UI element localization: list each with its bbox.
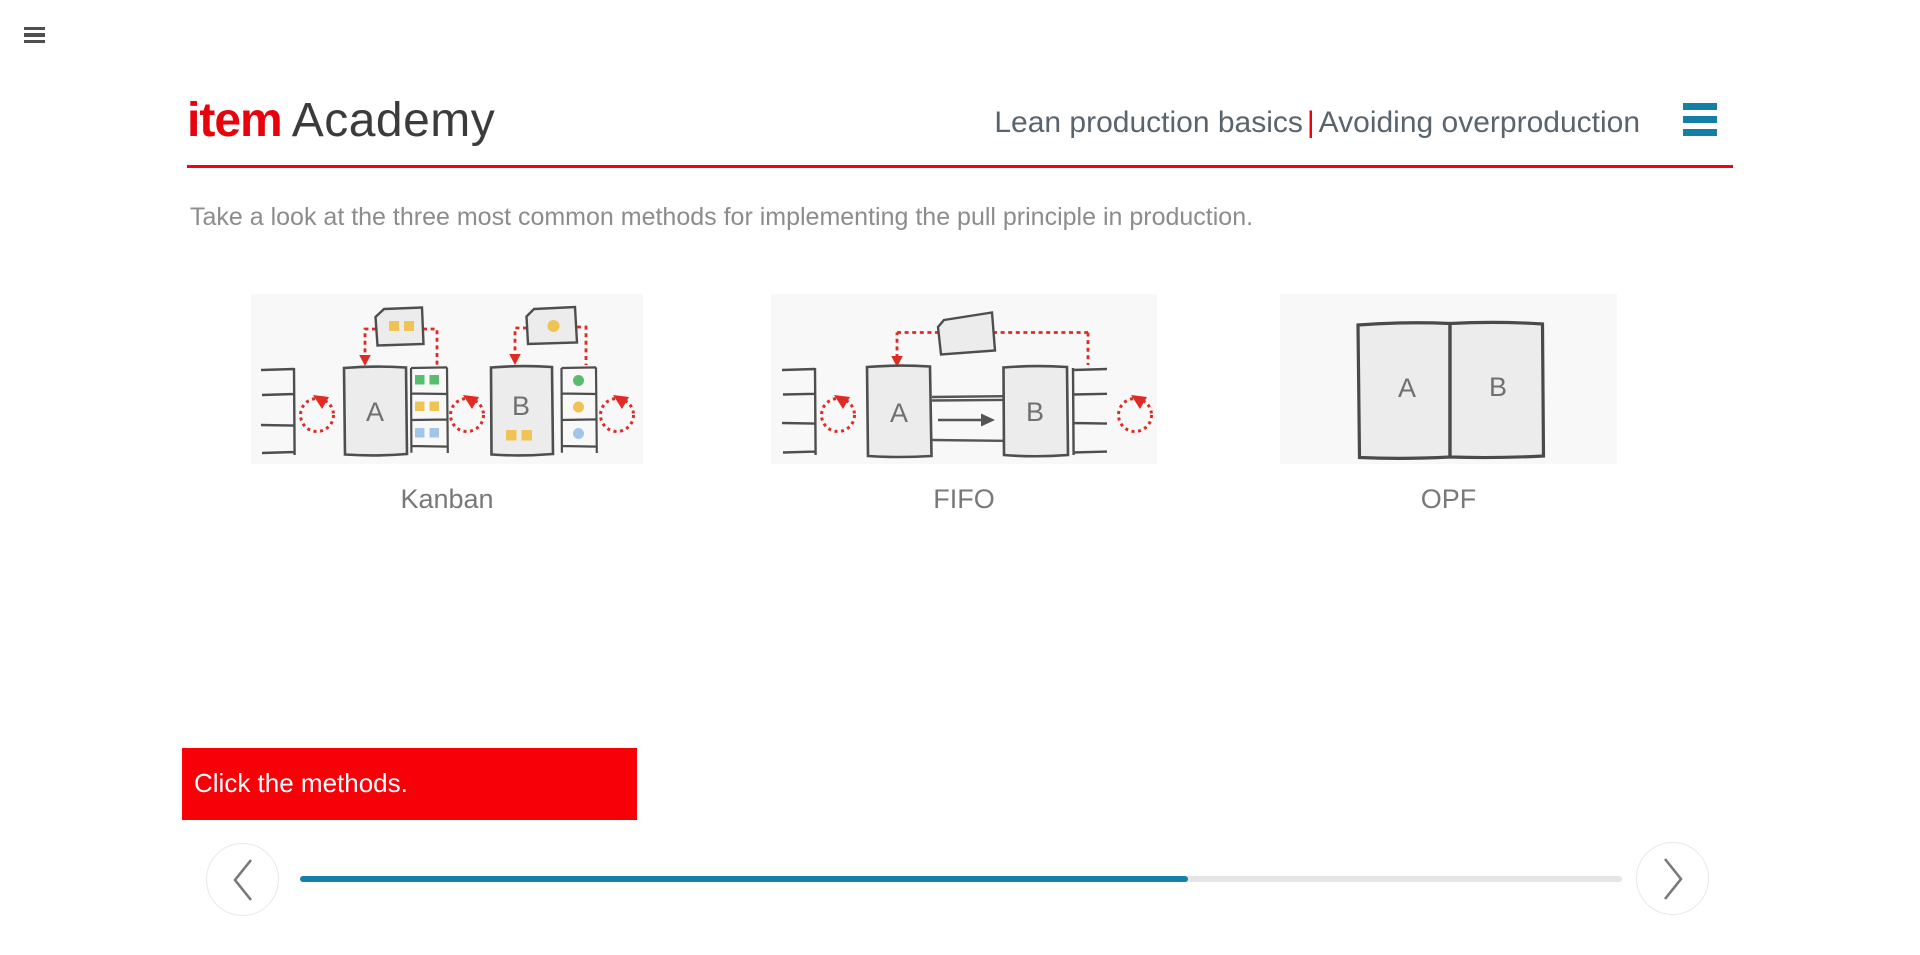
logo: item Academy [187, 97, 495, 145]
logo-suffix-text: Academy [291, 94, 496, 147]
station-a-label: A [1398, 373, 1416, 403]
chevron-left-icon [232, 858, 252, 901]
fifo-diagram[interactable]: A B [771, 294, 1157, 464]
station-a-label: A [890, 398, 908, 428]
arrow-down-icon [891, 356, 903, 367]
hamburger-bar [1683, 103, 1717, 110]
kanban-card [936, 311, 997, 356]
chevron-right-icon [1663, 857, 1683, 900]
kanban-diagram[interactable]: A B [251, 294, 643, 464]
arrow-right-icon [981, 413, 995, 427]
station-b-box [1448, 320, 1546, 460]
station-a-label: A [366, 397, 384, 427]
progress-fill [300, 876, 1189, 882]
fifo-lane [931, 395, 1004, 442]
outbound-rack [1071, 367, 1108, 456]
method-opf[interactable]: A B OPF [1280, 294, 1617, 515]
hamburger-bar [24, 33, 45, 37]
logo-brand-text: item [187, 94, 283, 147]
inbound-rack [781, 367, 817, 456]
breadcrumb: Lean production basics | Avoiding overprod… [994, 106, 1640, 140]
instruction-text: Take a look at the three most common met… [190, 203, 1254, 231]
station-b-label: B [512, 391, 530, 421]
arrow-down-icon [509, 354, 521, 365]
station-b-label: B [1489, 372, 1507, 402]
header-underline [187, 165, 1733, 168]
course-title: Lean production basics [994, 106, 1303, 139]
hamburger-bar [24, 27, 45, 31]
hamburger-bar [1683, 116, 1717, 123]
kanban-signal-line [513, 325, 588, 365]
opf-diagram[interactable]: A B [1280, 294, 1617, 464]
prev-button[interactable] [206, 843, 279, 916]
inbound-rack [260, 367, 296, 456]
next-button[interactable] [1636, 842, 1709, 915]
title-divider: | [1306, 106, 1315, 139]
station-b-label: B [1026, 397, 1044, 427]
supermarket-rack [560, 366, 598, 454]
lesson-title: Avoiding overproduction [1318, 106, 1640, 139]
arrow-down-icon [359, 355, 371, 366]
supermarket-rack [409, 366, 449, 454]
station-b-box [1002, 364, 1070, 458]
station-a-box [865, 364, 933, 459]
kanban-signal-line [363, 327, 439, 366]
hamburger-bar [24, 39, 45, 44]
prompt-banner: Click the methods. [182, 748, 637, 820]
station-a-box [342, 365, 409, 457]
kanban-card [374, 306, 425, 347]
method-label-kanban[interactable]: Kanban [400, 484, 494, 514]
menu-icon[interactable] [1683, 103, 1717, 136]
method-kanban[interactable]: A B [251, 294, 643, 515]
method-label-opf[interactable]: OPF [1420, 484, 1477, 514]
progress-bar[interactable] [300, 876, 1622, 882]
method-label-fifo[interactable]: FIFO [933, 484, 995, 514]
hamburger-bar [1683, 129, 1717, 136]
prompt-text: Click the methods. [194, 768, 408, 798]
method-fifo[interactable]: A B FIFO [771, 294, 1157, 515]
window-menu-icon[interactable] [24, 27, 45, 44]
